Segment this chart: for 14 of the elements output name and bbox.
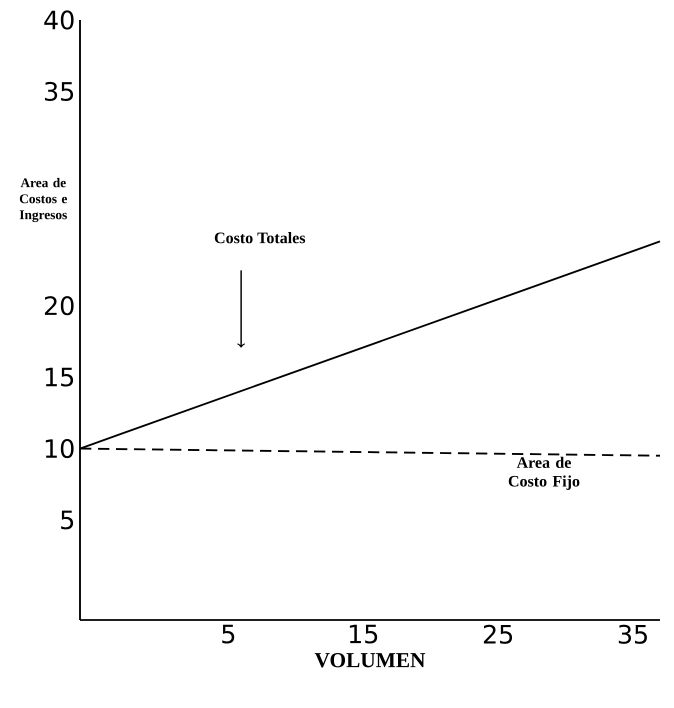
y-tick-label: 40: [44, 10, 74, 30]
x-tick-label: 15: [350, 624, 378, 644]
y-tick-label: 10: [46, 438, 74, 458]
y-tick-label: 20: [44, 296, 74, 316]
x-tick-label: 35: [618, 624, 647, 644]
y-tick-label: 5: [61, 510, 74, 530]
y-axis-title: Area de Costos e Ingresos: [20, 178, 68, 222]
y-tick-label: 15: [46, 368, 74, 387]
x-tick-label: 25: [484, 624, 512, 644]
x-axis-title: VOLUMEN: [314, 653, 426, 668]
x-tick-label: 5: [222, 624, 234, 644]
annotation: Costo Totales: [214, 232, 306, 244]
annotation: Area de Costo Fijo: [508, 456, 580, 490]
y-tick-label: 35: [44, 82, 74, 102]
